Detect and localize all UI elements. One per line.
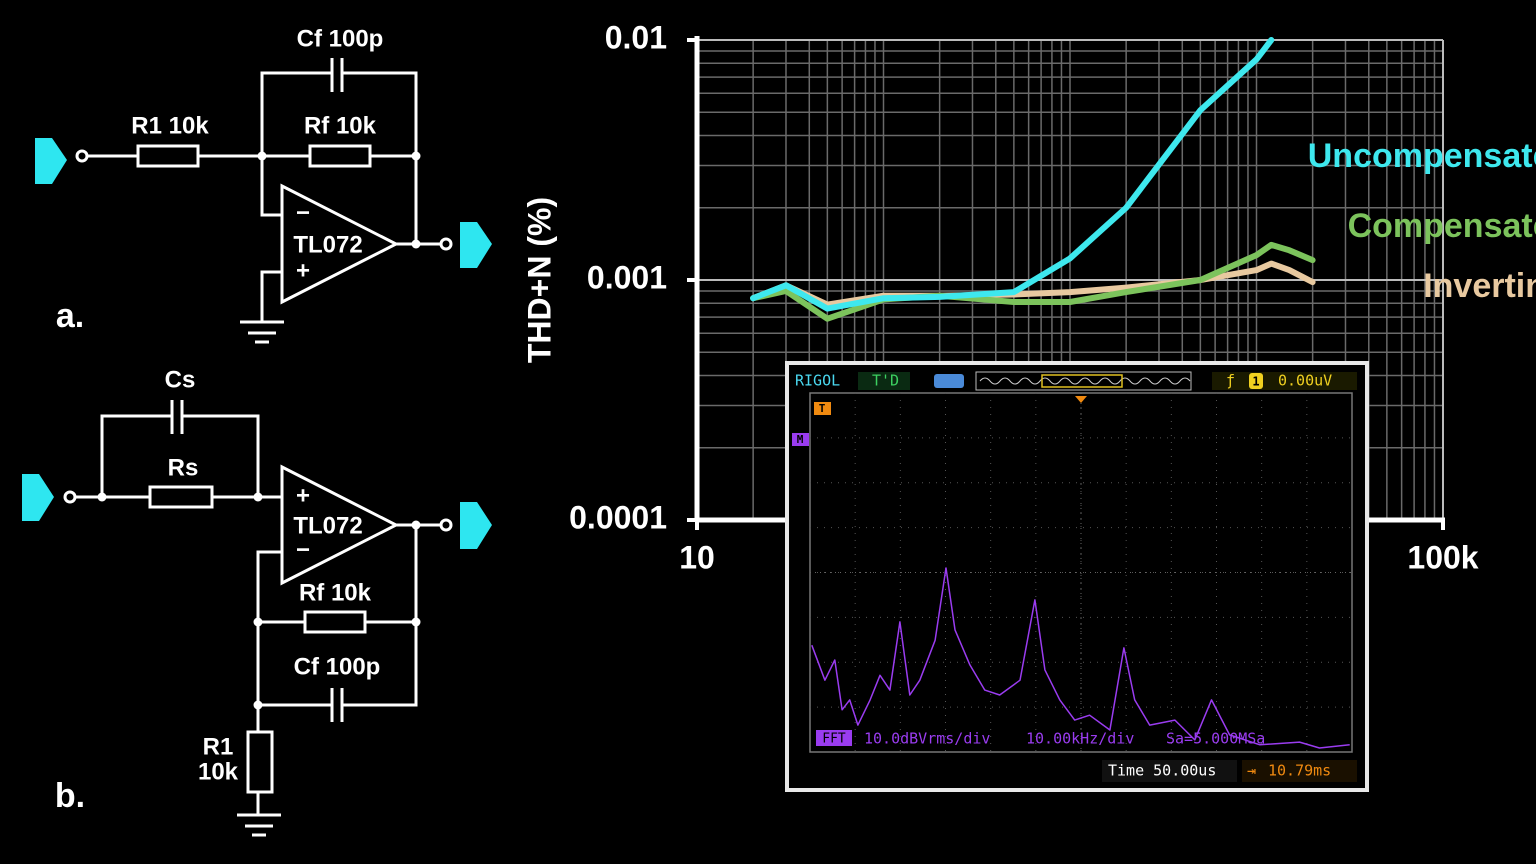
fft-trace (811, 567, 1350, 749)
label: + (296, 482, 310, 509)
label: Cf 100p (297, 25, 384, 52)
y-axis-label: THD+N (%) (521, 197, 557, 363)
circuit-a: Cf 100p R1 10k Rf 10k TL072 − + a. (35, 25, 492, 344)
memory-window (1041, 374, 1123, 388)
label: TL072 (293, 231, 362, 258)
series-line (750, 260, 1316, 308)
output-arrow (460, 222, 492, 268)
capacitor (330, 58, 344, 92)
status-box (858, 372, 910, 390)
offset-icon: ⇥ (1247, 762, 1256, 780)
math-marker: M (797, 433, 804, 446)
label: − (296, 199, 310, 226)
fft-scale: 10.0dBVrms/div (864, 730, 990, 748)
node (411, 239, 421, 249)
fft-span: 10.00kHz/div (1026, 730, 1134, 748)
node (411, 151, 421, 161)
resistor (308, 144, 372, 168)
channel-badge (1249, 373, 1263, 389)
timebase: Time 50.00us (1108, 762, 1216, 780)
node (97, 492, 107, 502)
trigger-icon: ƒ (1226, 372, 1235, 390)
series-label: Inverting (1423, 267, 1536, 305)
sample-rate: Sa=5.000MSa (1166, 730, 1265, 748)
label: Rf 10k (304, 112, 377, 139)
label: TL072 (293, 512, 362, 539)
terminal (439, 237, 453, 251)
x-tick-label: 10 (679, 539, 715, 575)
label: R1 (203, 733, 234, 760)
capacitor (170, 400, 344, 722)
input-arrow (22, 474, 54, 521)
panel-label: b. (55, 777, 85, 815)
label: Rs (168, 454, 199, 481)
resistor (148, 485, 214, 509)
status: T'D (872, 372, 899, 390)
ground (237, 813, 281, 837)
terminal (439, 518, 453, 532)
label: Cs (165, 366, 196, 393)
node (257, 151, 267, 161)
y-tick-label: 0.0001 (569, 499, 667, 535)
trigger-marker: T (819, 402, 826, 415)
x-tick-label: 100k (1407, 539, 1478, 575)
panel-label: a. (56, 297, 84, 335)
series-label: Compensated (1348, 207, 1536, 245)
output-arrow (460, 502, 492, 549)
node (253, 492, 263, 502)
node (411, 520, 421, 530)
op-amp (280, 183, 400, 305)
resistor (136, 144, 200, 168)
label: 10k (198, 758, 239, 785)
scope-grid (810, 393, 1352, 752)
trigger-source: 1 (1252, 375, 1259, 389)
series-line (750, 241, 1316, 322)
time-offset: 10.79ms (1268, 762, 1331, 780)
offset-box (1242, 760, 1357, 782)
oscilloscope-screenshot: RIGOL T'D ƒ 1 0.00uV T M FFT 10.0dBVrms/… (785, 361, 1369, 792)
memory-bar (975, 371, 1192, 391)
fft-line (811, 567, 1350, 749)
time-box (1102, 760, 1237, 782)
math-marker-box (792, 433, 809, 446)
op-amp (280, 464, 400, 586)
label: − (296, 536, 310, 563)
node (253, 700, 263, 710)
label: Cf 100p (294, 653, 381, 680)
battery-icon (934, 374, 964, 388)
node (253, 617, 263, 627)
trigger-marker-box (814, 402, 831, 415)
fft-label: FFT (822, 732, 846, 747)
ground (240, 320, 284, 344)
trigger-box (1212, 372, 1357, 390)
label: R1 10k (131, 112, 209, 139)
label: Rf 10k (299, 579, 372, 606)
resistor (246, 730, 274, 794)
resistor (303, 610, 367, 634)
memory-waveform (979, 377, 1191, 385)
input-arrow (35, 138, 67, 184)
series-label: Uncompensated (1308, 137, 1536, 175)
brand: RIGOL (795, 372, 840, 390)
label: + (296, 257, 310, 284)
node (411, 617, 421, 627)
y-tick-label: 0.01 (605, 19, 667, 55)
y-tick-label: 0.001 (587, 259, 667, 295)
series-line (750, 37, 1275, 312)
trigger-position (1075, 396, 1087, 403)
circuit-b: Cs Rs TL072 + − Rf 10k Cf 100p R1 10k b. (22, 366, 492, 837)
fft-badge (816, 730, 852, 746)
trigger-level: 0.00uV (1278, 372, 1332, 390)
